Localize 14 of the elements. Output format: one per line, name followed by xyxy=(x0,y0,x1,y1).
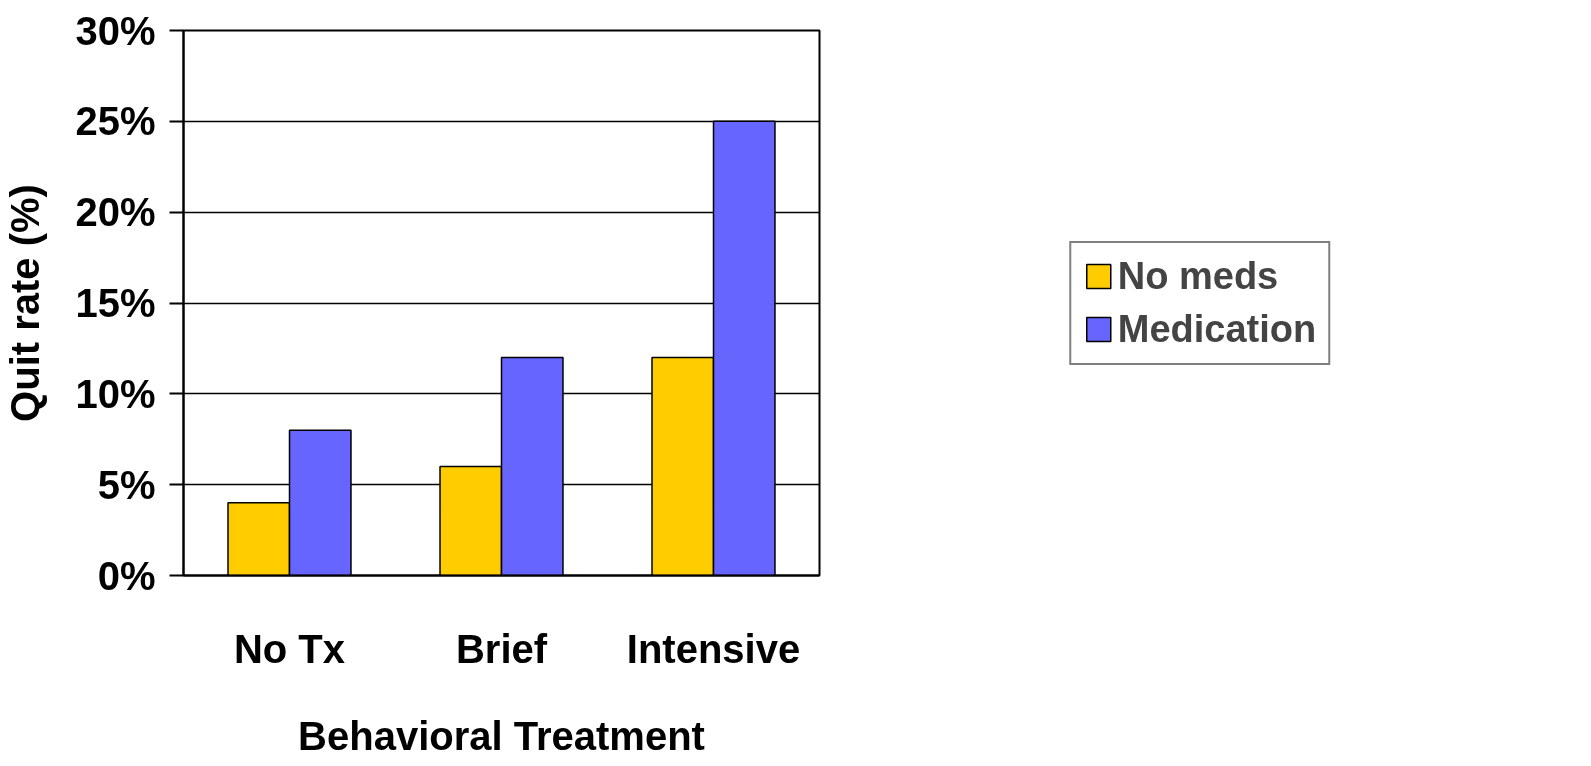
y-tick-label: 10% xyxy=(75,371,156,416)
x-tick-label: Intensive xyxy=(626,626,801,671)
y-tick-label: 15% xyxy=(75,281,156,325)
x-tick-label: No Tx xyxy=(233,626,346,671)
y-tick-label: 5% xyxy=(97,462,156,507)
y-tick-label: 20% xyxy=(75,190,156,235)
x-axis-title: Behavioral Treatment xyxy=(298,713,705,758)
legend-label: No meds xyxy=(1117,254,1279,298)
x-tick-label: Brief xyxy=(455,626,548,671)
y-tick-label: 30% xyxy=(75,8,156,53)
legend-label: Medication xyxy=(1117,307,1317,351)
y-axis-title: Quit rate (%) xyxy=(3,184,48,422)
y-tick-label: 0% xyxy=(97,553,156,598)
y-tick-label: 25% xyxy=(75,99,156,144)
